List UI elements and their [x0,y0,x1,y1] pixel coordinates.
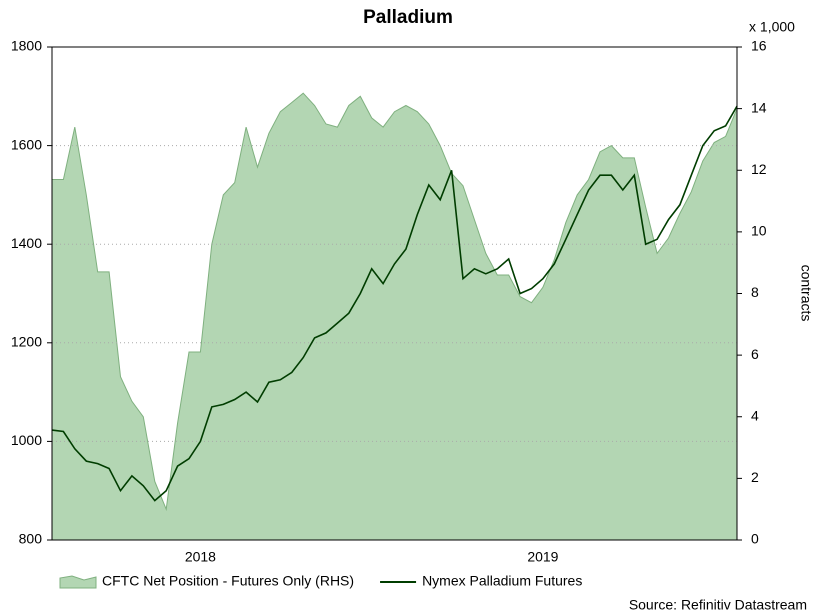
y2-tick-label: 8 [751,284,759,300]
y-tick-label: 1200 [11,334,42,350]
y2-tick-label: 10 [751,223,767,239]
y2-tick-label: 0 [751,531,759,547]
y-tick-label: 1800 [11,38,42,54]
legend-swatch [59,575,97,589]
area [51,92,738,541]
y-tick-label: 1400 [11,235,42,251]
y2-tick-label: 2 [751,469,759,485]
x-tick-label: 2019 [527,549,558,565]
y2-tick-label: 16 [751,38,767,54]
plot-frame [51,46,738,541]
y2-tick-label: 12 [751,161,767,177]
y2-tick-label: 4 [751,407,759,423]
legend-label: CFTC Net Position - Futures Only (RHS) [102,573,354,589]
source: Source: Refinitiv Datastream [629,597,807,613]
y2-unit: x 1,000 [749,19,795,35]
y-tick-label: 1600 [11,136,42,152]
line [51,105,738,502]
y2-tick-label: 14 [751,99,767,115]
y-tick-label: 1000 [11,432,42,448]
chart-title: Palladium [363,7,453,28]
y2-axis-label: contracts [798,265,814,322]
legend-label: Nymex Palladium Futures [422,573,582,589]
y2-tick-label: 6 [751,346,759,362]
x-tick-label: 2018 [185,549,216,565]
y-tick-label: 800 [19,531,43,547]
